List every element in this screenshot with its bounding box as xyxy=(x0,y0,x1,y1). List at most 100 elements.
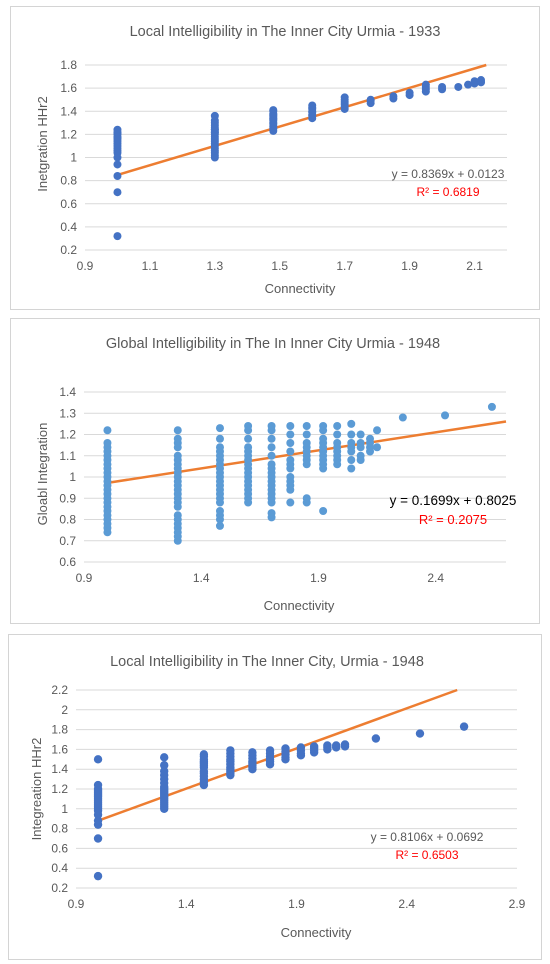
data-point xyxy=(210,125,219,134)
data-point xyxy=(173,426,182,435)
y-tick-label: 1.6 xyxy=(60,81,77,95)
y-tick-label: 0.8 xyxy=(59,513,76,527)
r-squared: R² = 0.2075 xyxy=(419,512,487,527)
x-tick-label: 1.4 xyxy=(178,897,195,911)
data-point xyxy=(323,741,332,750)
y-tick-label: 0.4 xyxy=(51,861,68,875)
y-tick-label: 0.2 xyxy=(51,881,68,895)
data-point xyxy=(477,76,486,85)
data-point xyxy=(267,422,276,430)
y-tick-label: 1.3 xyxy=(59,406,76,420)
x-tick-label: 2.4 xyxy=(398,897,415,911)
data-point xyxy=(487,402,496,411)
data-point xyxy=(286,422,295,430)
trendline xyxy=(97,688,458,822)
data-point xyxy=(103,439,112,447)
chart-1933-local: Local Intelligibility in The Inner City … xyxy=(35,24,507,296)
data-point xyxy=(308,101,317,110)
data-point xyxy=(319,507,328,515)
x-tick-label: 1.3 xyxy=(207,259,224,273)
data-point xyxy=(267,434,276,443)
trend-equation: y = 0.8106x + 0.0692 xyxy=(371,830,484,844)
y-axis-label: Integreation HHr2 xyxy=(29,738,44,841)
x-tick-label: 0.9 xyxy=(68,897,85,911)
x-tick-label: 1.4 xyxy=(193,571,210,585)
y-tick-label: 1 xyxy=(61,802,68,816)
data-point xyxy=(103,426,112,435)
y-tick-label: 1 xyxy=(70,151,77,165)
x-tick-label: 1.9 xyxy=(401,259,418,273)
data-point xyxy=(160,753,169,762)
data-point xyxy=(267,443,276,452)
x-tick-label: 1.1 xyxy=(142,259,159,273)
data-point xyxy=(302,422,311,430)
data-point xyxy=(93,816,103,825)
y-tick-label: 0.6 xyxy=(60,197,77,211)
data-point xyxy=(244,434,253,443)
y-tick-label: 1.6 xyxy=(51,742,68,756)
data-point xyxy=(244,422,253,430)
r-squared: R² = 0.6503 xyxy=(395,848,458,862)
trend-equation: y = 0.8369x + 0.0123 xyxy=(392,167,505,181)
y-tick-label: 0.4 xyxy=(60,220,77,234)
data-point xyxy=(93,834,103,843)
data-point xyxy=(459,722,469,731)
y-tick-label: 1.4 xyxy=(60,104,77,118)
data-point xyxy=(333,439,342,447)
data-point xyxy=(373,426,382,435)
x-tick-label: 1.7 xyxy=(336,259,353,273)
data-point xyxy=(302,439,311,447)
x-tick-label: 2.4 xyxy=(427,571,444,585)
data-point xyxy=(286,456,295,464)
trend-equation: y = 0.1699x + 0.8025 xyxy=(390,493,517,508)
x-tick-label: 2.1 xyxy=(466,259,483,273)
chart-1948-global: Global Intelligibility in The In Inner C… xyxy=(35,336,517,613)
y-tick-label: 1.4 xyxy=(59,385,76,399)
data-point xyxy=(199,750,209,759)
chart-title: Local Intelligibility in The Inner City,… xyxy=(110,654,424,670)
y-tick-label: 1.1 xyxy=(59,449,76,463)
x-axis-label: Connectivity xyxy=(281,925,352,940)
data-point xyxy=(309,742,319,751)
data-point xyxy=(267,460,276,469)
data-point xyxy=(173,511,182,520)
data-point xyxy=(244,443,253,452)
data-point xyxy=(113,160,122,169)
data-point xyxy=(356,430,365,439)
y-tick-label: 1.4 xyxy=(51,762,68,776)
data-point xyxy=(347,439,356,447)
data-point xyxy=(366,434,375,443)
chart-1948-local: Local Intelligibility in The Inner City,… xyxy=(29,654,526,940)
data-point xyxy=(438,82,447,91)
data-point xyxy=(366,95,375,104)
data-point xyxy=(93,780,103,790)
data-point xyxy=(470,77,479,86)
data-point xyxy=(340,93,349,102)
chart-panel-1933-local: Local Intelligibility in The Inner City … xyxy=(10,6,540,310)
data-point xyxy=(415,729,425,738)
data-point xyxy=(371,734,381,743)
x-tick-label: 1.9 xyxy=(288,897,305,911)
data-point xyxy=(215,424,224,433)
data-point xyxy=(160,766,169,776)
data-point xyxy=(421,80,430,89)
y-axis-label: Inetgration HHr2 xyxy=(35,96,50,191)
data-point xyxy=(215,521,224,530)
x-tick-label: 0.9 xyxy=(77,259,94,273)
chart-title: Local Intelligibility in The Inner City … xyxy=(130,24,441,40)
data-point xyxy=(454,82,463,91)
data-point xyxy=(93,871,103,881)
data-point xyxy=(269,106,278,115)
y-tick-label: 0.6 xyxy=(59,555,76,569)
data-point xyxy=(215,507,224,515)
x-tick-label: 1.9 xyxy=(310,571,327,585)
trendline xyxy=(117,63,487,177)
data-point xyxy=(286,498,295,507)
data-point xyxy=(113,172,122,180)
x-tick-label: 1.5 xyxy=(271,259,288,273)
data-point xyxy=(356,451,365,460)
y-tick-label: 1.8 xyxy=(60,58,77,72)
r-squared: R² = 0.6819 xyxy=(416,185,479,199)
y-tick-label: 0.2 xyxy=(60,243,77,257)
chart-panel-1948-global: Global Intelligibility in The In Inner C… xyxy=(10,318,540,624)
